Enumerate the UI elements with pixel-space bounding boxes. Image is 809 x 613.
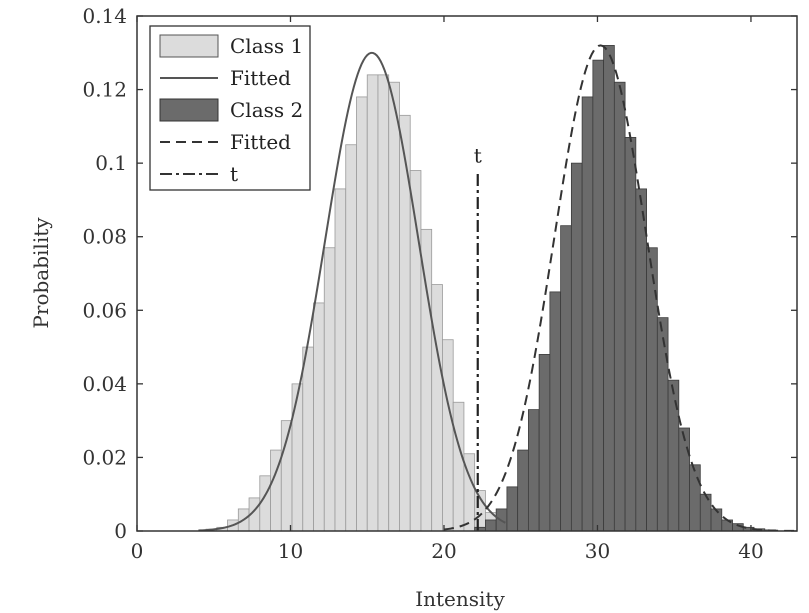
class-1-fitted-curve [198, 51, 506, 531]
axes-frame [136, 15, 798, 532]
class-2-bar [485, 519, 497, 531]
class-1-bar [259, 475, 271, 531]
class-2-bar [538, 354, 551, 531]
class-2-bar [656, 317, 669, 531]
class-1-bar [420, 228, 433, 531]
x-tick-label: 0 [131, 539, 144, 563]
legend-label: t [230, 162, 238, 186]
class-2-bar [603, 45, 615, 531]
class-1-bar [431, 284, 443, 531]
class-2-bar [549, 291, 562, 531]
legend: Class 1 Fitted Class 2 Fitted t [149, 25, 311, 191]
y-tick-label: 0.02 [82, 445, 127, 469]
class-2-bar [517, 449, 529, 531]
threshold-label: t [474, 144, 482, 168]
y-tick-label: 0.14 [82, 4, 127, 28]
class-1-bar [366, 74, 379, 531]
class-2-bar [570, 162, 583, 531]
legend-label: Fitted [230, 130, 291, 154]
class-2-bar [635, 188, 647, 531]
class-1-bar [452, 401, 465, 531]
class-2-bar [624, 136, 637, 531]
class-1-bar [334, 188, 347, 531]
class-2-bar [667, 379, 680, 531]
class-2-bar [710, 508, 723, 531]
class-2-bar [678, 427, 690, 531]
class-2-bar [506, 486, 519, 531]
y-tick-label: 0.04 [82, 372, 127, 396]
legend-swatch-class-2 [159, 98, 219, 122]
class-2-bar [560, 225, 572, 531]
x-tick-label: 10 [278, 539, 303, 563]
x-tick-label: 30 [585, 539, 610, 563]
class-2-fitted-curve [443, 44, 797, 531]
class-1-bar [302, 346, 314, 531]
class-1-bar [313, 302, 325, 531]
class-2-bar [592, 59, 605, 531]
legend-label: Class 1 [230, 34, 303, 58]
class-1-bar [356, 96, 368, 531]
class-2-bar [527, 409, 540, 531]
class-2-bar [581, 96, 594, 531]
class-2-bar [689, 464, 701, 531]
y-tick-label: 0.06 [82, 298, 127, 322]
y-tick-label: 0.08 [82, 225, 127, 249]
y-tick-label: 0 [114, 519, 127, 543]
y-tick-label: 0.1 [95, 151, 127, 175]
x-axis-label: Intensity [415, 587, 505, 611]
legend-label: Fitted [230, 66, 291, 90]
class-1-bar [377, 74, 390, 531]
class-1-bar [323, 247, 336, 531]
class-2-bar [613, 81, 626, 531]
plot-content [198, 44, 797, 531]
legend-swatch-class-1 [159, 34, 219, 58]
x-tick-label: 40 [738, 539, 763, 563]
legend-label: Class 2 [230, 98, 303, 122]
class-1-bar [345, 144, 357, 531]
y-tick-label: 0.12 [82, 78, 127, 102]
class-1-bar [291, 383, 304, 531]
class-1-bar [388, 81, 400, 531]
class-1-bar [442, 339, 454, 531]
plot-area: t 0 10 20 30 40 0 0.02 0.04 0.06 0.08 0.1 0.12 0.14 [82, 4, 798, 563]
x-tick-label: 20 [431, 539, 456, 563]
y-axis-label: Probability [29, 217, 53, 329]
